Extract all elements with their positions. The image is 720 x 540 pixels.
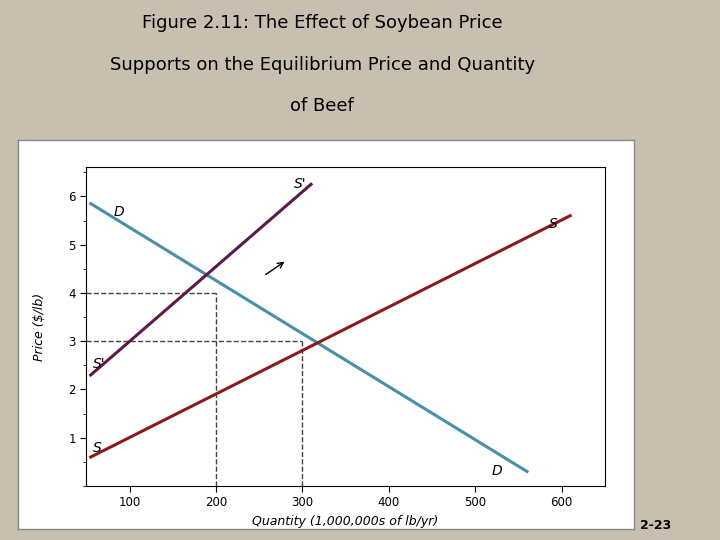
Text: S': S' (294, 177, 307, 191)
Text: S: S (549, 217, 557, 231)
Text: D: D (114, 205, 125, 219)
Text: S: S (94, 441, 102, 455)
Text: Price ($/lb): Price ($/lb) (33, 293, 46, 361)
Text: 2-23: 2-23 (639, 519, 671, 532)
Text: S': S' (94, 357, 106, 371)
Text: of Beef: of Beef (290, 97, 354, 115)
Text: D: D (492, 464, 502, 478)
X-axis label: Quantity (1,000,000s of lb/yr): Quantity (1,000,000s of lb/yr) (253, 515, 438, 528)
Text: Figure 2.11: The Effect of Soybean Price: Figure 2.11: The Effect of Soybean Price (142, 15, 503, 32)
Text: Supports on the Equilibrium Price and Quantity: Supports on the Equilibrium Price and Qu… (109, 56, 535, 74)
